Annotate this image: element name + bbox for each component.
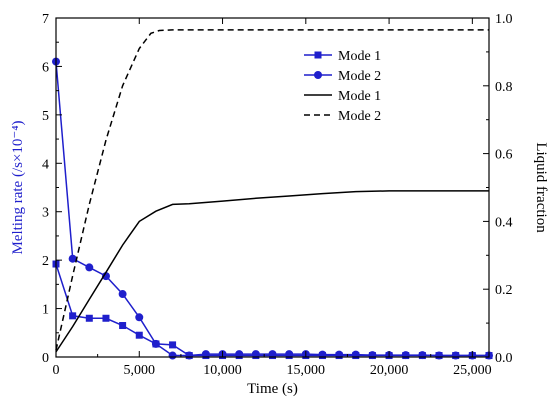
x-tick-label: 25,000 [453,363,492,378]
data-point-circle [185,351,194,360]
x-tick-label: 20,000 [370,363,409,378]
y-left-tick-label: 4 [42,157,49,172]
x-axis-title: Time (s) [247,381,298,397]
y-right-tick-label: 1.0 [495,12,513,27]
data-point-circle [201,350,210,359]
axes-layer: 0 5,000 10,000 15,000 20,000 25,000 0 1 2 3 4 5 6 7 0.… [42,12,513,378]
y-right-tick-label: 0.0 [495,351,513,366]
y-right-tick-label: 0.8 [495,80,513,95]
data-point-circle [435,351,444,360]
y-left-tick-label: 6 [42,60,49,75]
data-point-circle [368,351,377,360]
legend-label-4: Mode 2 [338,109,381,124]
legend: Mode 1 Mode 2 Mode 1 Mode 2 [304,49,381,124]
data-point-circle [101,272,110,281]
data-point-circle [268,350,277,359]
y-left-axis-title: Melting rate (/s×10⁻⁴) [10,120,26,254]
series-line-3 [55,190,489,353]
x-tick-label: 15,000 [287,363,326,378]
data-point-square [119,322,127,330]
data-point-square [102,314,110,322]
data-point-square [69,312,77,320]
legend-label-2: Mode 2 [338,69,381,84]
data-point-circle [285,350,294,359]
series-line-1 [55,263,489,357]
y-right-axis-title: Liquid fraction [533,142,549,233]
data-point-circle [151,339,160,348]
data-point-circle [451,351,460,360]
series-line-2 [55,61,489,357]
legend-marker-square [314,51,322,59]
y-right-tick-label: 0.2 [495,283,513,298]
data-point-square [135,331,143,339]
y-left-tick-label: 2 [42,254,49,269]
series-layer [52,29,493,360]
y-right-tick-label: 0.6 [495,148,513,163]
data-point-circle [251,350,260,359]
x-tick-label: 10,000 [203,363,242,378]
data-point-circle [418,351,427,360]
plot-frame [55,17,490,358]
data-point-circle [68,254,77,263]
legend-marker-circle [314,71,322,79]
y-left-tick-label: 1 [42,303,49,318]
legend-label-1: Mode 1 [338,49,381,64]
series-line-4 [55,29,489,351]
x-tick-label: 0 [53,363,60,378]
data-point-square [85,314,93,322]
data-point-square [169,341,177,349]
y-left-tick-label: 3 [42,206,49,221]
data-point-circle [235,350,244,359]
data-point-circle [401,351,410,360]
y-right-tick-label: 0.4 [495,215,513,230]
data-point-circle [168,351,177,360]
x-tick-label: 5,000 [124,363,156,378]
y-left-tick-label: 0 [42,351,49,366]
data-point-circle [85,263,94,272]
y-left-tick-label: 7 [42,12,49,27]
data-point-circle [118,290,127,299]
data-point-circle [135,313,144,322]
y-left-tick-label: 5 [42,109,49,124]
legend-label-3: Mode 1 [338,89,381,104]
